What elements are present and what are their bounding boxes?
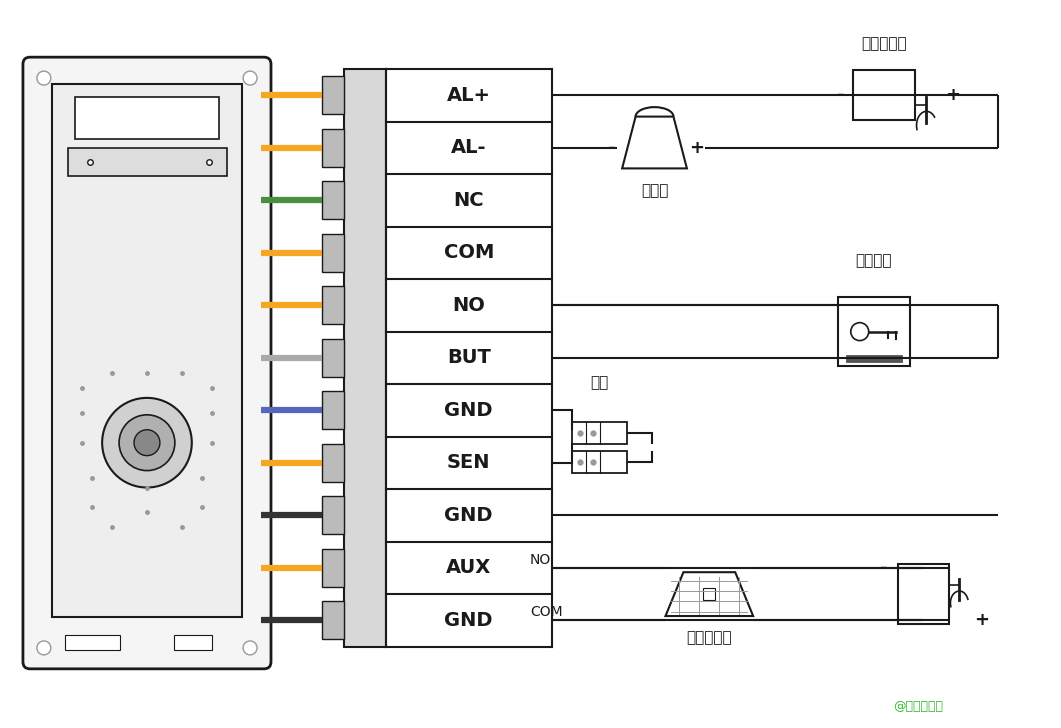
Bar	[321, 129, 344, 167]
Text: NO: NO	[530, 553, 552, 567]
Text: @张电智能网: @张电智能网	[893, 700, 943, 713]
Bar	[321, 181, 344, 219]
Text: -: -	[608, 139, 616, 157]
Bar	[174, 635, 212, 650]
Bar	[321, 287, 344, 324]
Text: AL-: AL-	[451, 138, 487, 157]
Text: GND: GND	[445, 506, 493, 525]
Text: GND: GND	[445, 401, 493, 420]
Circle shape	[102, 398, 192, 488]
Text: GND: GND	[445, 611, 493, 630]
Circle shape	[37, 71, 51, 85]
Polygon shape	[622, 116, 686, 168]
Text: +: +	[690, 139, 705, 157]
Bar	[321, 549, 344, 587]
Text: BUT: BUT	[447, 349, 490, 368]
Bar	[846, 355, 902, 362]
Bar	[68, 148, 227, 175]
Polygon shape	[665, 572, 753, 616]
Bar	[853, 71, 915, 120]
Text: COM: COM	[530, 606, 562, 620]
Text: 报警器电源: 报警器电源	[860, 36, 906, 51]
Text: +: +	[974, 612, 989, 630]
Bar	[898, 564, 950, 625]
Bar	[74, 97, 220, 139]
Text: 出门开关: 出门开关	[855, 253, 892, 268]
Circle shape	[134, 430, 160, 456]
Bar	[572, 422, 627, 444]
Bar	[321, 601, 344, 639]
Circle shape	[37, 641, 51, 655]
Text: -: -	[837, 87, 845, 104]
Text: 门磁: 门磁	[591, 375, 609, 390]
Text: AL+: AL+	[447, 86, 491, 105]
Bar	[52, 84, 242, 617]
Bar	[344, 69, 385, 646]
Circle shape	[243, 71, 257, 85]
Text: +: +	[945, 87, 960, 104]
Text: 报警器: 报警器	[641, 183, 668, 198]
Bar	[321, 76, 344, 114]
Circle shape	[851, 323, 869, 341]
Bar	[321, 234, 344, 272]
Bar	[65, 635, 120, 650]
Bar	[572, 451, 627, 472]
Circle shape	[119, 415, 175, 470]
Bar	[838, 298, 909, 366]
Text: -: -	[880, 559, 887, 577]
Bar	[321, 392, 344, 430]
Bar	[321, 496, 344, 534]
Bar	[703, 588, 715, 600]
Text: COM: COM	[443, 243, 494, 262]
Bar	[321, 444, 344, 482]
Bar	[321, 339, 344, 377]
Circle shape	[243, 641, 257, 655]
Text: NC: NC	[453, 191, 484, 210]
Text: 烟感探测器: 烟感探测器	[686, 630, 732, 646]
Text: AUX: AUX	[446, 558, 491, 577]
Text: SEN: SEN	[447, 454, 490, 472]
Text: NO: NO	[452, 296, 485, 315]
FancyBboxPatch shape	[23, 58, 271, 669]
